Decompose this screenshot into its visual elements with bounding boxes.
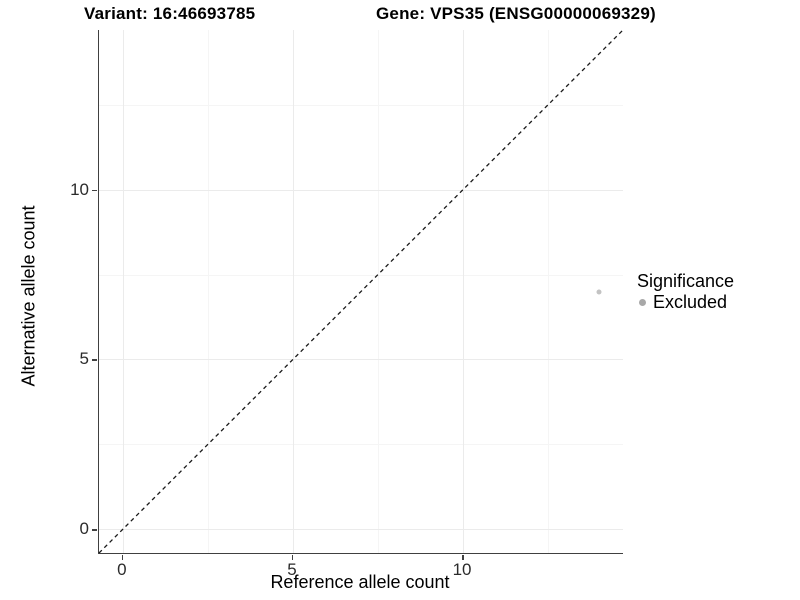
minor-gridline <box>378 30 379 553</box>
excluded-point-icon <box>639 298 646 306</box>
x-tick-label: 10 <box>452 560 472 579</box>
data-point <box>596 289 602 294</box>
minor-gridline <box>99 104 623 106</box>
legend-item-excluded: Excluded <box>637 292 734 312</box>
x-tick-mark <box>121 554 124 560</box>
plot-area <box>98 29 624 554</box>
legend-item-label: Excluded <box>653 292 728 312</box>
y-tick-label: 0 <box>79 519 89 539</box>
x-tick-mark <box>462 554 464 560</box>
major-gridline <box>463 30 465 553</box>
x-axis-title: Reference allele count <box>270 572 450 592</box>
minor-gridline <box>99 274 623 276</box>
y-tick-label: 10 <box>70 179 89 199</box>
gene-title: Gene: VPS35 (ENSG00000069329) <box>376 4 656 23</box>
x-tick-label: 0 <box>117 560 127 579</box>
minor-gridline <box>207 30 209 553</box>
identity-line <box>98 29 624 554</box>
major-gridline <box>292 30 294 553</box>
major-gridline <box>99 359 623 361</box>
y-tick-mark <box>91 529 97 531</box>
major-gridline <box>99 189 623 191</box>
x-tick-mark <box>291 554 294 560</box>
legend-title: Significance <box>637 271 735 291</box>
y-tick-mark <box>91 189 97 192</box>
x-tick-label: 5 <box>287 560 297 579</box>
y-axis-title: Alternative allele count <box>18 205 39 387</box>
major-gridline <box>122 30 124 553</box>
minor-gridline <box>548 30 550 553</box>
y-tick-label: 5 <box>79 349 89 369</box>
y-tick-mark <box>91 359 97 361</box>
minor-gridline <box>99 444 623 446</box>
legend: Significance Excluded <box>637 271 734 312</box>
identity-line-layer <box>98 29 624 554</box>
major-gridline <box>99 529 623 531</box>
variant-title: Variant: 16:46693785 <box>84 4 256 23</box>
